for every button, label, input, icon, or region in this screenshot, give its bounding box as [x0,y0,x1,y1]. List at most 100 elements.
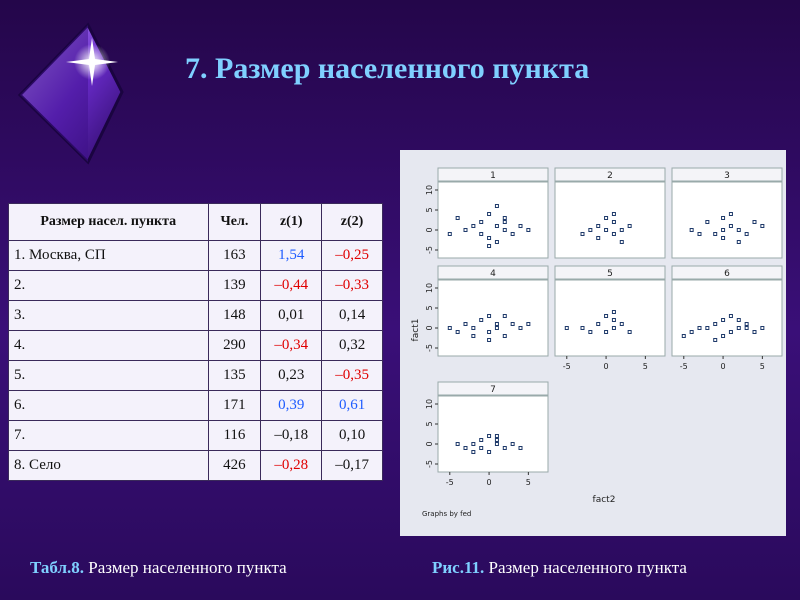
scatter-point [502,216,507,220]
scatter-point [744,322,749,326]
scatter-point [487,434,492,438]
scatter-point [502,228,507,232]
panel-strip [671,167,783,182]
panel-strip [437,381,549,396]
table-cell: 290 [207,330,262,361]
table-cell: 5. [8,360,209,391]
x-tick-label: 5 [760,362,765,371]
scatter-point [479,318,484,322]
table-cell: –0,17 [321,450,383,481]
table-cell: 0,01 [260,300,323,331]
scatter-point [502,446,507,450]
table-row: 5. 135 0,23 –0,35 [8,360,383,391]
table-cell: 0,10 [321,420,383,451]
scatter-point [697,326,702,330]
scatter-point [728,314,733,318]
scatter-point [619,322,624,326]
scatter-point [479,232,484,236]
table-cell: 0,32 [321,330,383,361]
x-tick-label: 5 [526,478,531,487]
scatter-point [611,310,616,314]
panel-label: 2 [607,171,613,181]
x-tick-label: 0 [721,362,726,371]
scatter-point [736,228,741,232]
x-tick-label: 0 [604,362,609,371]
table-cell: –0,28 [260,450,323,481]
y-tick-label: 5 [425,305,434,310]
table-cell: –0,33 [321,270,383,301]
y-tick-label: -5 [425,344,434,352]
scatter-point [479,446,484,450]
table-row: 3. 148 0,01 0,14 [8,300,383,331]
panel-label: 1 [490,171,496,181]
caption-label: Рис.11. [432,558,485,577]
panel-plot [437,279,549,357]
panel-plot [554,279,666,357]
scatter-point [721,236,726,240]
table-cell: 7. [8,420,209,451]
table-row: 1. Москва, СП 163 1,54 –0,25 [8,240,383,271]
scatter-point [502,314,507,318]
scatter-point [713,322,718,326]
table-cell: 1,54 [260,240,323,271]
table-cell: –0,35 [321,360,383,391]
y-tick-label: 10 [425,283,434,293]
table-cell: 148 [207,300,262,331]
table-cell: 3. [8,300,209,331]
scatter-point [627,224,632,228]
scatter-point [487,244,492,248]
caption-text: Размер населенного пункта [484,558,687,577]
x-axis-label: fact2 [593,495,616,505]
table-cell: 0,39 [260,390,323,421]
scatter-point [611,232,616,236]
scatter-point [604,228,609,232]
scatter-point [494,240,499,244]
scatter-point [611,318,616,322]
panel-strip [554,265,666,280]
scatter-point [689,330,694,334]
panel-plot [437,395,549,473]
panel-strip [437,167,549,182]
panel-plot [554,181,666,259]
x-tick-label: -5 [446,478,454,487]
scatter-point [728,212,733,216]
scatter-point [596,224,601,228]
scatter-point [619,240,624,244]
scatter-point [760,326,765,330]
scatter-point [611,220,616,224]
table-cell: 2. [8,270,209,301]
scatter-point [705,220,710,224]
scatter-point [518,224,523,228]
scatter-point [518,326,523,330]
panel-label: 5 [607,269,613,279]
table-cell: 0,14 [321,300,383,331]
x-tick-label: 5 [643,362,648,371]
caption-label: Табл.8. [30,558,85,577]
column-header: Чел. [207,203,262,241]
scatter-point [510,232,515,236]
table-cell: –0,25 [321,240,383,271]
scatter-point [494,326,499,330]
scatter-point [721,334,726,338]
scatter-point [697,232,702,236]
scatter-point [447,326,452,330]
column-header: Размер насел. пункта [8,203,209,241]
scatter-point [487,338,492,342]
y-tick-label: 0 [425,441,434,446]
scatter-point [588,228,593,232]
panel-strip [554,167,666,182]
scatter-point [471,442,476,446]
scatter-point [471,450,476,454]
scatter-point [526,322,531,326]
scatter-point [580,326,585,330]
y-tick-label: -5 [425,460,434,468]
diamond-decoration [17,22,124,165]
x-tick-label: 0 [487,478,492,487]
panel-strip [671,265,783,280]
scatter-point [721,318,726,322]
table-cell: 1. Москва, СП [8,240,209,271]
scatter-point [487,212,492,216]
scatter-point [487,330,492,334]
scatter-point [494,224,499,228]
